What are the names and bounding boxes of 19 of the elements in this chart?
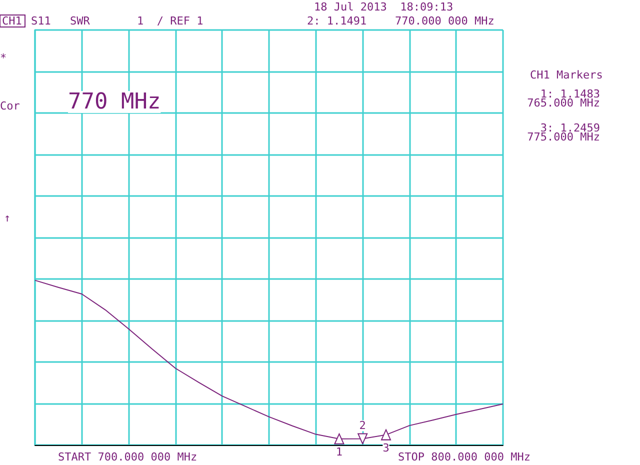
text: Cor [0, 100, 20, 112]
text: S11 [31, 14, 51, 28]
annotation: 2 [359, 419, 366, 432]
text: ↑ [4, 212, 11, 224]
text: 2: 1.1491 [307, 14, 367, 28]
text: CH1 Markers [530, 68, 603, 82]
text: 775.000 MHz [527, 130, 600, 144]
text: CH1 [2, 14, 22, 28]
text: 770 MHz [68, 90, 161, 114]
text: 765.000 MHz [527, 96, 600, 110]
text: 18 Jul 2013 18:09:13 [314, 0, 454, 14]
text: 1 / REF 1 [137, 14, 204, 28]
text: SWR [70, 14, 90, 28]
annotation: 3 [382, 441, 390, 454]
annotation: 1 [336, 445, 343, 458]
text: STOP 800.000 000 MHz [398, 450, 530, 464]
text: * [0, 52, 7, 64]
text: START 700.000 000 MHz [58, 450, 198, 464]
text: 770.000 000 MHz [395, 14, 494, 28]
